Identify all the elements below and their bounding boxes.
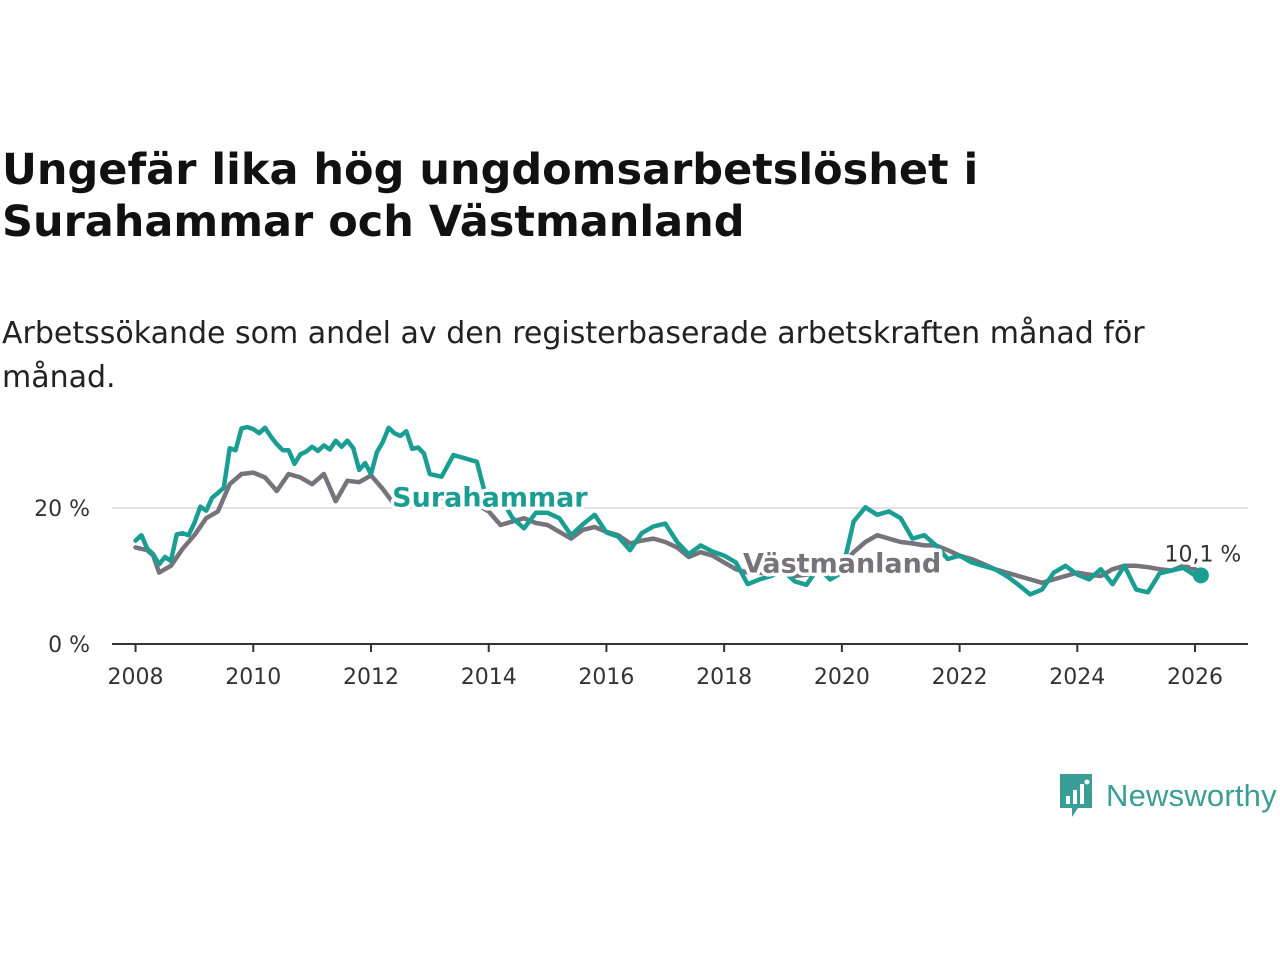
x-tick-label: 2008 [108,665,164,690]
chart-title: Ungefär lika hög ungdomsarbetslöshet i S… [2,145,979,247]
newsworthy-logo-icon [1060,774,1092,817]
end-value-label: 10,1 % [1164,542,1241,567]
x-tick-label: 2022 [932,665,988,690]
series-line-vastmanland [133,470,1204,586]
x-tick-label: 2014 [461,665,517,690]
end-point-marker [1192,567,1209,584]
x-tick-label: 2010 [225,665,281,690]
x-tick-label: 2026 [1167,665,1223,690]
y-tick-label: 0 % [48,633,90,658]
x-tick-label: 2020 [814,665,870,690]
series-label-surahammar: Surahammar [392,483,588,514]
newsworthy-logo-text: Newsworthy [1106,778,1277,813]
series-label-vastmanland: Västmanland [743,549,941,580]
series-line-surahammar [133,424,1204,597]
y-tick-label: 20 % [34,497,90,522]
x-tick-label: 2016 [578,665,634,690]
x-tick-label: 2024 [1049,665,1105,690]
chart-subtitle: Arbetssökande som andel av den registerb… [2,316,1145,395]
x-tick-label: 2018 [696,665,752,690]
newsworthy-logo: Newsworthy [1058,772,1277,820]
x-tick-label: 2012 [343,665,399,690]
